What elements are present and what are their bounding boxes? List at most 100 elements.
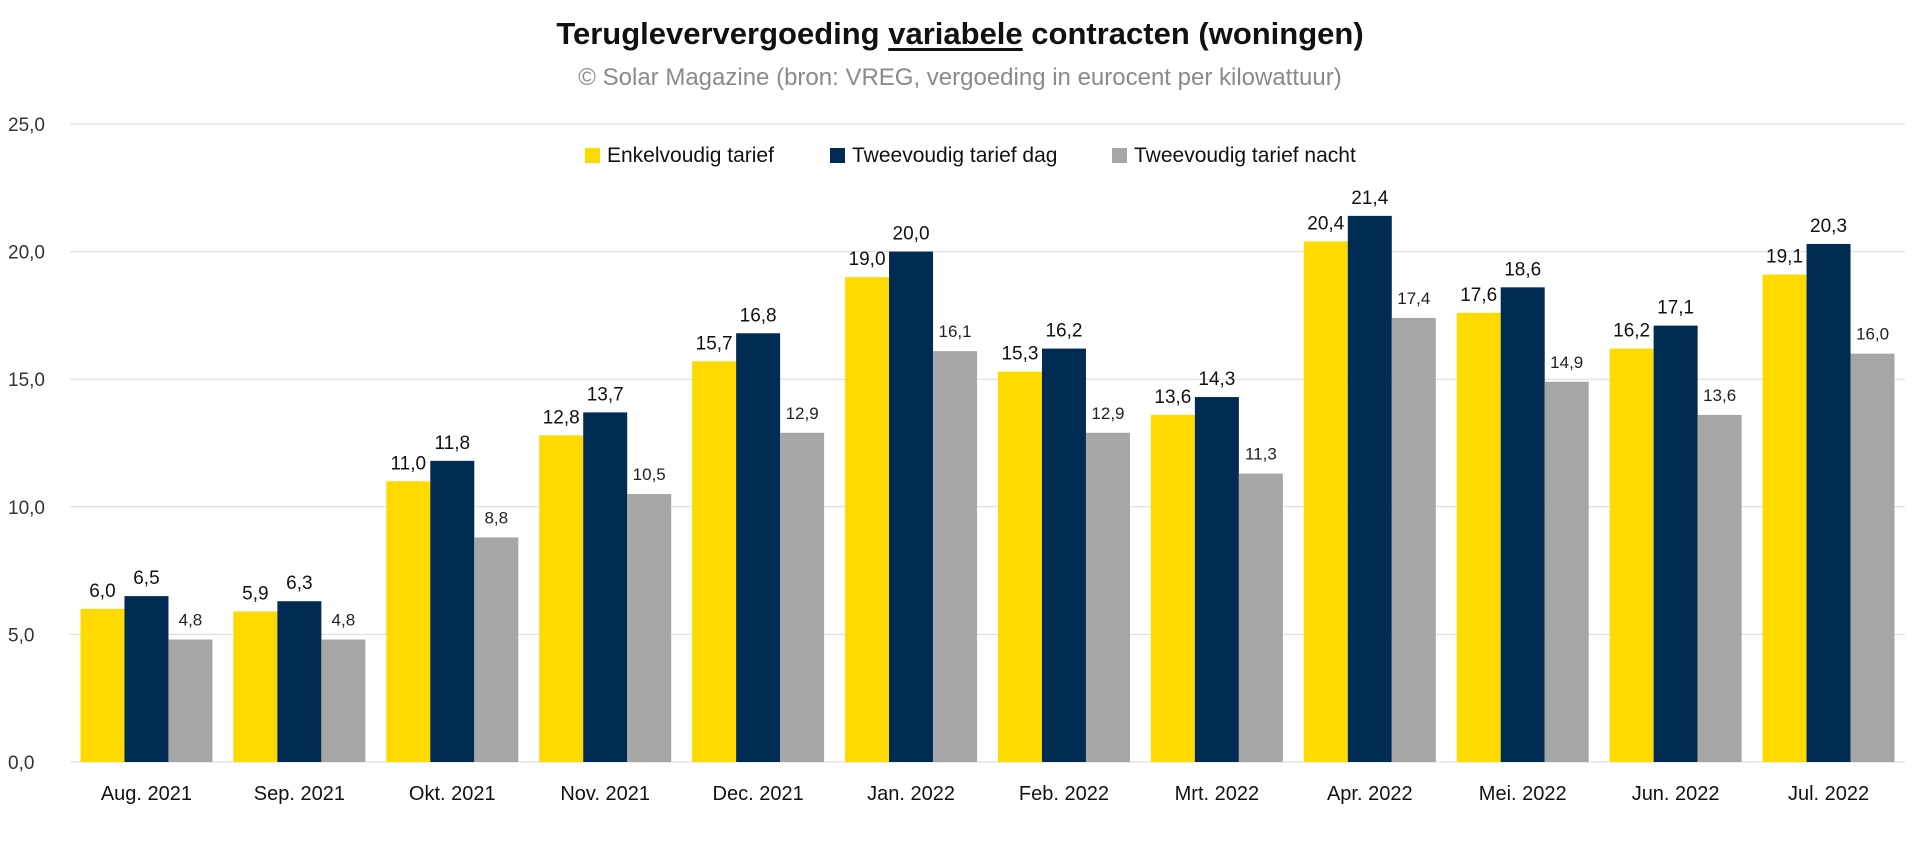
data-label: 19,0	[849, 249, 886, 270]
bar	[1085, 432, 1130, 762]
bar	[627, 494, 672, 762]
bar	[233, 611, 278, 762]
x-tick-label: Jun. 2022	[1632, 783, 1720, 805]
chart-subtitle: © Solar Magazine (bron: VREG, vergoeding…	[578, 64, 1342, 91]
x-tick-label: Aug. 2021	[101, 783, 192, 805]
bar	[1041, 348, 1086, 762]
y-tick-label: 25,0	[8, 115, 45, 136]
data-label: 15,7	[696, 333, 733, 354]
data-label: 11,8	[435, 433, 471, 454]
data-label: 16,1	[938, 322, 971, 341]
x-tick-label: Mei. 2022	[1479, 783, 1567, 805]
bar	[1391, 317, 1436, 762]
bar	[474, 537, 519, 762]
x-tick-label: Mrt. 2022	[1175, 783, 1259, 805]
x-tick-label: Sep. 2021	[254, 783, 345, 805]
data-label: 20,4	[1307, 213, 1344, 234]
bar	[1850, 353, 1895, 762]
bar	[889, 251, 934, 762]
x-tick-label: Jan. 2022	[867, 783, 955, 805]
bar	[168, 639, 213, 762]
legend-swatch	[1112, 148, 1127, 163]
data-label: 21,4	[1351, 188, 1388, 209]
data-label: 19,1	[1766, 247, 1803, 268]
data-label: 13,6	[1154, 387, 1191, 408]
bar	[1194, 397, 1239, 762]
bar	[1456, 312, 1501, 762]
data-label: 17,4	[1397, 289, 1430, 308]
data-label: 11,0	[391, 453, 427, 474]
bar	[1697, 414, 1742, 762]
bar	[1544, 381, 1589, 762]
bar	[780, 432, 825, 762]
bar	[321, 639, 366, 762]
data-label: 6,0	[89, 581, 115, 602]
y-tick-label: 0,0	[8, 753, 34, 774]
x-tick-label: Apr. 2022	[1327, 783, 1413, 805]
data-label: 20,0	[893, 224, 930, 245]
data-label: 16,0	[1856, 325, 1889, 344]
bar	[1609, 348, 1654, 762]
data-label: 17,1	[1657, 298, 1694, 319]
data-label: 6,5	[133, 568, 159, 589]
bar	[277, 601, 322, 762]
bar	[845, 277, 890, 762]
data-label: 5,9	[242, 583, 268, 604]
data-label: 14,9	[1550, 353, 1583, 372]
bar	[997, 371, 1042, 762]
x-tick-label: Okt. 2021	[409, 783, 496, 805]
data-label: 12,9	[786, 404, 819, 423]
data-label: 13,6	[1703, 386, 1736, 405]
bar	[1806, 243, 1851, 763]
legend-swatch	[585, 148, 600, 163]
data-label: 12,8	[543, 407, 580, 428]
chart-title-underlined: variabele	[888, 16, 1023, 51]
bar	[430, 460, 475, 762]
bar	[1150, 414, 1195, 762]
data-label: 12,9	[1091, 404, 1124, 423]
data-label: 10,5	[633, 465, 666, 484]
x-tick-label: Feb. 2022	[1019, 783, 1109, 805]
bar	[1500, 287, 1545, 762]
data-label: 17,6	[1460, 285, 1497, 306]
bar	[1347, 215, 1392, 762]
chart-title: Terugleververgoeding variabele contracte…	[556, 16, 1364, 51]
bar	[80, 608, 125, 762]
data-label: 16,2	[1613, 321, 1650, 342]
legend-swatch	[830, 148, 845, 163]
bar	[386, 481, 431, 762]
bar	[933, 351, 978, 762]
legend-label: Tweevoudig tarief dag	[852, 144, 1057, 167]
y-tick-label: 10,0	[8, 498, 45, 519]
bar	[1303, 241, 1348, 763]
y-tick-label: 15,0	[8, 370, 45, 391]
bar	[1238, 473, 1283, 762]
bar	[539, 435, 584, 762]
bar	[124, 596, 169, 762]
data-label: 4,8	[179, 611, 203, 630]
data-label: 14,3	[1198, 369, 1235, 390]
data-label: 18,6	[1504, 259, 1541, 280]
bar	[736, 333, 781, 762]
data-label: 4,8	[332, 611, 356, 630]
data-label: 11,3	[1245, 445, 1277, 464]
data-label: 6,3	[286, 573, 312, 594]
y-tick-label: 20,0	[8, 243, 45, 264]
legend-label: Enkelvoudig tarief	[607, 144, 774, 167]
data-label: 15,3	[1001, 344, 1038, 365]
legend-label: Tweevoudig tarief nacht	[1134, 144, 1356, 167]
x-tick-label: Dec. 2021	[713, 783, 804, 805]
x-tick-label: Nov. 2021	[560, 783, 650, 805]
data-label: 20,3	[1810, 216, 1847, 237]
x-tick-label: Jul. 2022	[1788, 783, 1869, 805]
y-tick-label: 5,0	[8, 625, 34, 646]
bar	[583, 412, 628, 762]
bar	[1762, 274, 1807, 762]
data-label: 16,8	[740, 305, 777, 326]
data-label: 16,2	[1045, 321, 1082, 342]
data-label: 13,7	[587, 384, 624, 405]
bar	[1653, 325, 1698, 762]
bar	[692, 361, 737, 762]
